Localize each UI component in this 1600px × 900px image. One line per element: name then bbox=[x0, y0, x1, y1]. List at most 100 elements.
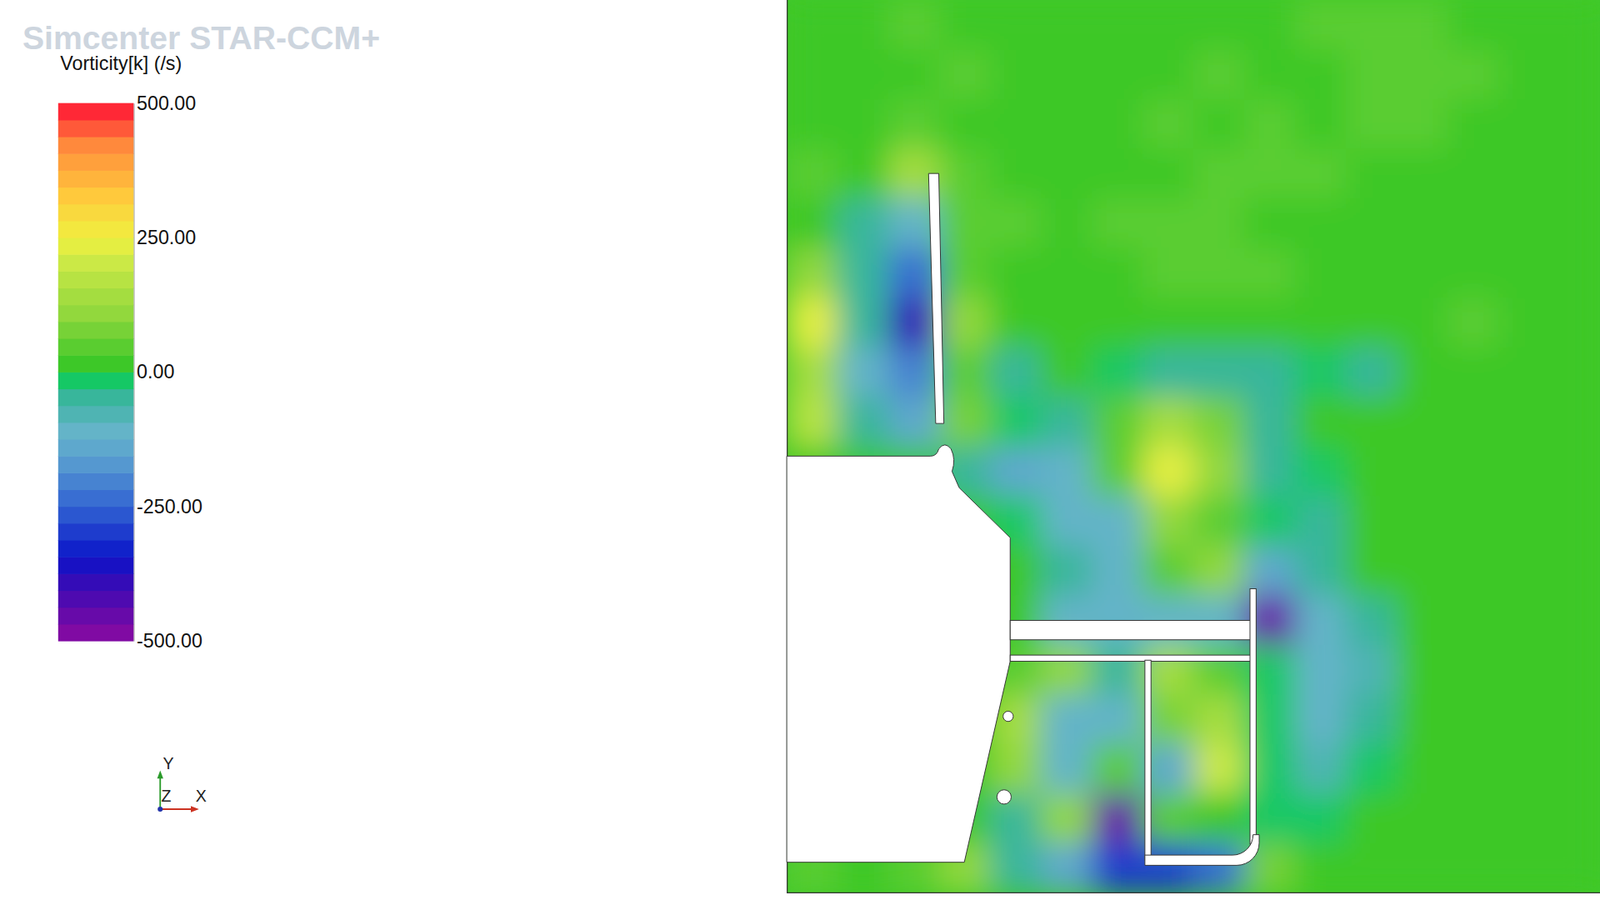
field-cell bbox=[1396, 595, 1449, 645]
field-cell bbox=[1396, 198, 1449, 249]
field-cell bbox=[1193, 694, 1245, 745]
field-cell bbox=[1091, 396, 1144, 447]
field-cell bbox=[1244, 99, 1296, 150]
colorbar bbox=[58, 103, 135, 642]
field-cell bbox=[1040, 446, 1093, 497]
field-cell bbox=[1549, 744, 1600, 795]
field-cell bbox=[1295, 248, 1347, 299]
field-cell bbox=[1040, 149, 1093, 200]
field-cell bbox=[1244, 0, 1296, 50]
field-cell bbox=[1345, 198, 1398, 249]
colorbar-band bbox=[58, 237, 135, 255]
field-cell bbox=[1549, 248, 1600, 299]
field-cell bbox=[1447, 0, 1500, 50]
field-cell bbox=[1091, 198, 1144, 249]
field-cell bbox=[1447, 99, 1500, 150]
colorbar-band bbox=[58, 120, 135, 138]
field-cell bbox=[1396, 843, 1449, 894]
field-cell bbox=[990, 744, 1042, 795]
field-cell bbox=[1244, 198, 1296, 249]
field-cell bbox=[786, 248, 839, 299]
field-cell bbox=[837, 297, 890, 348]
axis-triad: XYZ bbox=[157, 754, 207, 812]
field-cell bbox=[786, 198, 839, 249]
colorbar-band bbox=[58, 170, 135, 188]
outer-wall bbox=[1250, 589, 1256, 845]
field-cell bbox=[1295, 50, 1347, 100]
plot-area bbox=[786, 0, 1600, 893]
field-cell bbox=[1396, 495, 1449, 546]
field-cell bbox=[1040, 495, 1093, 546]
field-cell bbox=[1193, 0, 1245, 50]
field-cell bbox=[1345, 297, 1398, 348]
field-cell bbox=[1549, 50, 1600, 100]
field-cell bbox=[1396, 744, 1449, 795]
field-cell bbox=[1345, 347, 1398, 398]
field-cell bbox=[1396, 446, 1449, 497]
colorbar-tick: 500.00 bbox=[133, 92, 196, 115]
field-cell bbox=[1345, 149, 1398, 200]
colorbar-band bbox=[58, 422, 135, 440]
field-cell bbox=[1142, 446, 1195, 497]
triad-x-arrow bbox=[160, 808, 193, 810]
field-cell bbox=[1295, 744, 1347, 795]
field-cell bbox=[1498, 248, 1550, 299]
field-cell bbox=[837, 50, 890, 100]
colorbar-tick-label: -500.00 bbox=[136, 630, 203, 652]
field-cell bbox=[1091, 347, 1144, 398]
field-cell bbox=[1498, 446, 1550, 497]
field-cell bbox=[939, 297, 991, 348]
field-cell bbox=[1040, 694, 1093, 745]
field-cell bbox=[1295, 198, 1347, 249]
field-cell bbox=[1091, 793, 1144, 844]
field-cell bbox=[1040, 843, 1093, 894]
field-cell bbox=[1142, 347, 1195, 398]
inner-wall bbox=[1145, 660, 1151, 860]
colorbar-band bbox=[58, 305, 135, 323]
field-cell bbox=[990, 347, 1042, 398]
colorbar-tick: 0.00 bbox=[133, 360, 175, 383]
field-cell bbox=[786, 50, 839, 100]
colorbar-band bbox=[58, 103, 135, 121]
field-cell bbox=[1345, 396, 1398, 447]
field-cell bbox=[1040, 347, 1093, 398]
field-cell bbox=[1295, 396, 1347, 447]
field-cell bbox=[1193, 446, 1245, 497]
field-cell bbox=[1142, 50, 1195, 100]
colorbar-axis: 500.00250.000.00-250.00-500.00 bbox=[133, 92, 203, 652]
colorbar-tick-label: 0.00 bbox=[136, 360, 175, 383]
colorbar-band bbox=[58, 573, 135, 591]
field-cell bbox=[1040, 198, 1093, 249]
domain-edge bbox=[786, 862, 788, 894]
field-cell bbox=[990, 99, 1042, 150]
field-cell bbox=[786, 297, 839, 348]
field-cell bbox=[1295, 545, 1347, 596]
field-cell bbox=[1549, 495, 1600, 546]
field-cell bbox=[888, 396, 940, 447]
colorbar-tick: -250.00 bbox=[133, 495, 203, 518]
colorbar-band bbox=[58, 523, 135, 541]
field-cell bbox=[990, 843, 1042, 894]
field-cell bbox=[990, 0, 1042, 50]
field-cell bbox=[1193, 297, 1245, 348]
colorbar-band bbox=[58, 388, 135, 406]
field-cells bbox=[786, 0, 1600, 893]
field-cell bbox=[1498, 843, 1550, 894]
field-cell bbox=[1193, 149, 1245, 200]
field-cell bbox=[1447, 50, 1500, 100]
field-cell bbox=[888, 50, 940, 100]
field-cell bbox=[1091, 297, 1144, 348]
colorbar-tick-label: 500.00 bbox=[136, 92, 196, 115]
field-cell bbox=[1345, 744, 1398, 795]
field-cell bbox=[1498, 595, 1550, 645]
field-cell bbox=[1142, 0, 1195, 50]
field-cell bbox=[1193, 396, 1245, 447]
field-cell bbox=[1447, 297, 1500, 348]
field-cell bbox=[1142, 545, 1195, 596]
field-cell bbox=[990, 793, 1042, 844]
field-cell bbox=[1193, 793, 1245, 844]
field-cell bbox=[1193, 50, 1245, 100]
colorbar-band bbox=[58, 371, 135, 390]
field-cell bbox=[837, 396, 890, 447]
field-cell bbox=[1193, 495, 1245, 546]
